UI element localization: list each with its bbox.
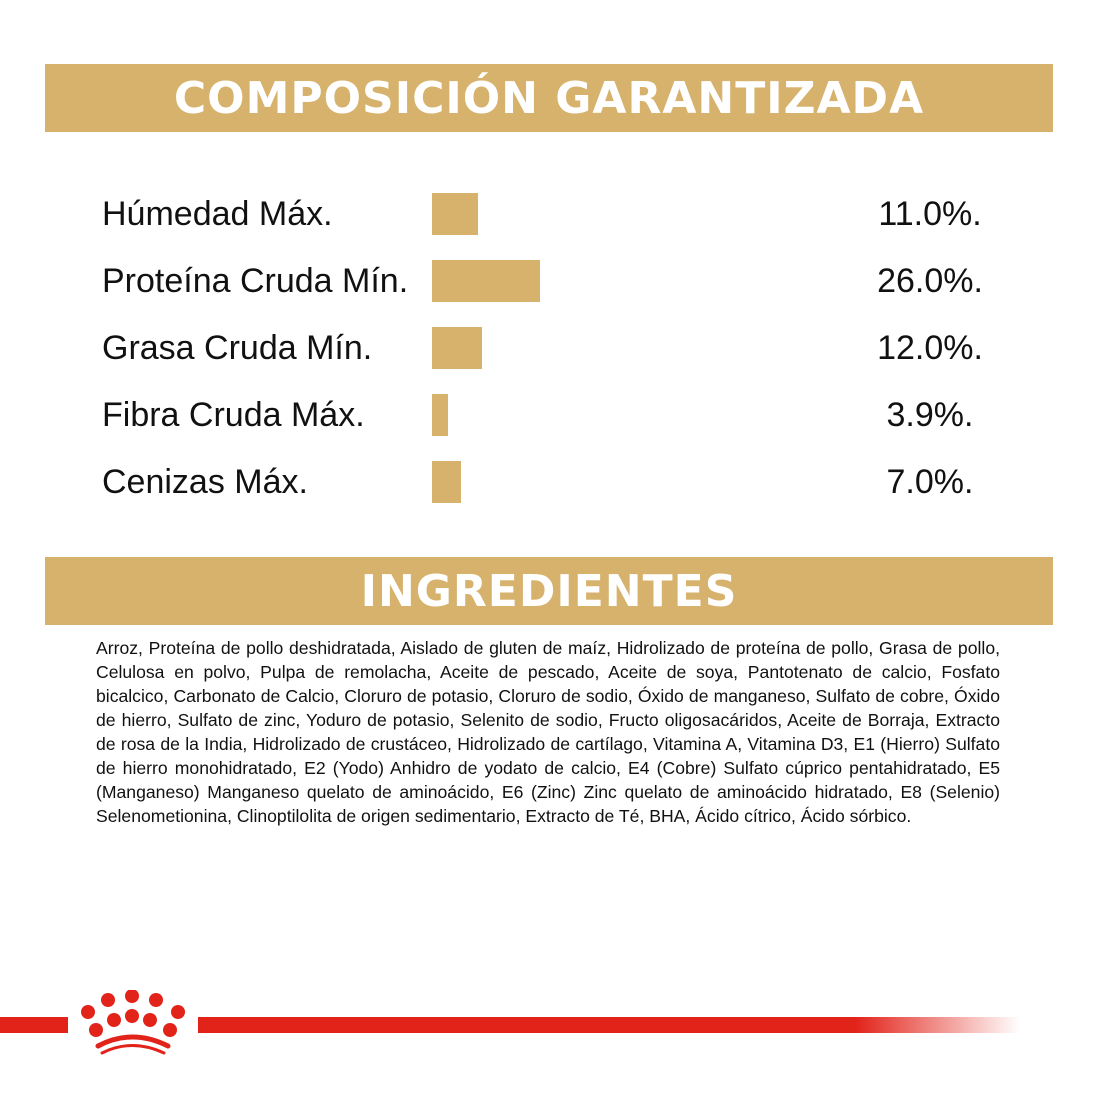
crown-icon (81, 990, 185, 1055)
value-label: 12.0%. (877, 329, 983, 367)
category-label: Fibra Cruda Máx. (102, 396, 365, 434)
value-label: 7.0%. (886, 463, 974, 501)
category-label: Cenizas Máx. (102, 463, 308, 501)
chart-row: Grasa Cruda Mín. 12.0%. (0, 327, 1094, 369)
value-label: 11.0%. (878, 195, 982, 233)
composition-title: COMPOSICIÓN GARANTIZADA (173, 72, 925, 124)
chart-row: Proteína Cruda Mín. 26.0%. (0, 260, 1094, 302)
category-label: Proteína Cruda Mín. (102, 262, 409, 300)
bar (432, 394, 449, 436)
chart-row: Cenizas Máx. 7.0%. (0, 461, 1094, 503)
value-label: 3.9%. (886, 396, 974, 434)
category-label: Húmedad Máx. (102, 195, 333, 233)
bar (432, 193, 478, 235)
category-label: Grasa Cruda Mín. (102, 329, 373, 367)
value-label: 26.0%. (877, 262, 983, 300)
footer-line-right (198, 1017, 1020, 1033)
chart-row: Húmedad Máx. 11.0%. (0, 193, 1094, 235)
ingredients-banner: INGREDIENTES (45, 557, 1053, 625)
bar (432, 327, 482, 369)
bar (432, 461, 462, 503)
bar (432, 260, 540, 302)
chart-row: Fibra Cruda Máx. 3.9%. (0, 394, 1094, 436)
composition-banner: COMPOSICIÓN GARANTIZADA (45, 64, 1053, 132)
ingredients-title: INGREDIENTES (360, 565, 738, 617)
footer-line-left (0, 1017, 68, 1033)
ingredients-text: Arroz, Proteína de pollo deshidratada, A… (96, 638, 1000, 826)
